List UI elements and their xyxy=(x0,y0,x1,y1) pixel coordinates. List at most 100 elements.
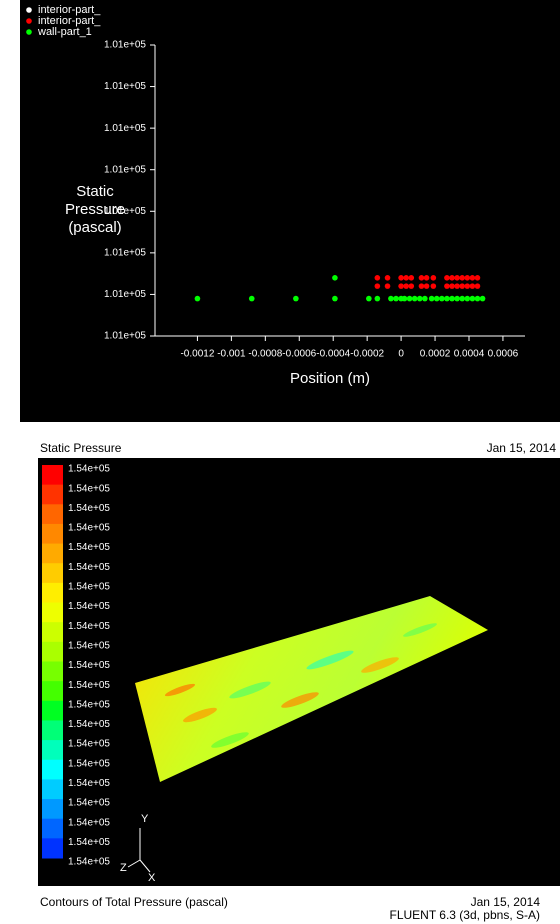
colorbar-swatch xyxy=(42,465,63,485)
point xyxy=(403,275,409,281)
panel-date: Jan 15, 2014 xyxy=(487,441,557,455)
point xyxy=(434,296,440,302)
y-label-line: Static xyxy=(76,183,114,200)
point xyxy=(408,275,414,281)
colorbar-swatch xyxy=(42,642,63,662)
point xyxy=(332,296,338,302)
point xyxy=(407,296,413,302)
point xyxy=(431,275,437,281)
y-tick-label: 1.01e+05 xyxy=(104,123,146,134)
point xyxy=(403,283,409,289)
colorbar-swatch xyxy=(42,504,63,524)
point xyxy=(444,296,450,302)
colorbar-label: 1.54e+05 xyxy=(68,758,110,769)
point xyxy=(412,296,418,302)
colorbar-label: 1.54e+05 xyxy=(68,523,110,534)
point xyxy=(375,275,381,281)
point xyxy=(375,296,381,302)
point xyxy=(366,296,372,302)
x-tick-label: 0.0002 xyxy=(420,349,451,360)
x-tick-label: -0.0006 xyxy=(282,349,316,360)
x-tick-label: 0.0004 xyxy=(454,349,485,360)
point xyxy=(419,275,425,281)
triad-label: Z xyxy=(120,862,127,874)
point xyxy=(459,296,465,302)
x-tick-label: -0.0008 xyxy=(248,349,282,360)
panel-header: Static Pressure xyxy=(40,441,122,455)
x-tick-label: -0.0002 xyxy=(350,349,384,360)
point xyxy=(431,283,437,289)
colorbar-swatch xyxy=(42,799,63,819)
triad-label: X xyxy=(148,872,156,884)
colorbar-swatch xyxy=(42,779,63,799)
colorbar-swatch xyxy=(42,681,63,701)
point xyxy=(464,275,470,281)
y-tick-label: 1.01e+05 xyxy=(104,81,146,92)
x-tick-label: -0.0004 xyxy=(316,349,350,360)
colorbar-label: 1.54e+05 xyxy=(68,719,110,730)
screenshot: 1.01e+05 1.01e+05 1.01e+05 1.01e+05 1.01e+05… xyxy=(0,0,560,924)
colorbar-label: 1.54e+05 xyxy=(68,739,110,750)
colorbar-label: 1.54e+05 xyxy=(68,503,110,514)
colorbar-swatch xyxy=(42,485,63,505)
triad-label: Y xyxy=(141,813,149,825)
x-tick-label: -0.0012 xyxy=(180,349,214,360)
colorbar-label: 1.54e+05 xyxy=(68,680,110,691)
colorbar-label: 1.54e+05 xyxy=(68,660,110,671)
colorbar-swatch xyxy=(42,701,63,721)
point xyxy=(475,275,481,281)
colorbar-label: 1.54e+05 xyxy=(68,640,110,651)
point xyxy=(408,283,414,289)
point xyxy=(398,275,404,281)
colorbar-label: 1.54e+05 xyxy=(68,582,110,593)
point xyxy=(375,283,381,289)
point xyxy=(454,275,460,281)
point xyxy=(475,296,481,302)
point xyxy=(293,296,299,302)
contour-title: Contours of Total Pressure (pascal) xyxy=(40,895,228,909)
point xyxy=(454,296,460,302)
legend-label: wall-part_1 xyxy=(37,26,92,38)
colorbar-swatch xyxy=(42,760,63,780)
point xyxy=(470,296,476,302)
point xyxy=(419,283,425,289)
y-tick-label: 1.01e+05 xyxy=(104,164,146,175)
point xyxy=(249,296,255,302)
colorbar-label: 1.54e+05 xyxy=(68,798,110,809)
point xyxy=(385,275,391,281)
point xyxy=(470,283,476,289)
colorbar-swatch xyxy=(42,838,63,858)
colorbar-label: 1.54e+05 xyxy=(68,817,110,828)
colorbar-label: 1.54e+05 xyxy=(68,857,110,868)
point xyxy=(388,296,394,302)
y-tick-label: 1.01e+05 xyxy=(104,289,146,300)
colorbar-swatch xyxy=(42,603,63,623)
y-label-line: Pressure xyxy=(65,201,125,218)
point xyxy=(393,296,399,302)
point xyxy=(424,283,430,289)
point xyxy=(459,275,465,281)
solver-info: FLUENT 6.3 (3d, pbns, S-A) xyxy=(389,908,540,922)
point xyxy=(470,275,476,281)
colorbar-swatch xyxy=(42,622,63,642)
colorbar-label: 1.54e+05 xyxy=(68,542,110,553)
colorbar-label: 1.54e+05 xyxy=(68,483,110,494)
colorbar-swatch xyxy=(42,819,63,839)
point xyxy=(402,296,408,302)
colorbar-label: 1.54e+05 xyxy=(68,562,110,573)
legend-marker xyxy=(26,18,32,24)
point xyxy=(444,283,450,289)
footer-date: Jan 15, 2014 xyxy=(471,895,541,909)
y-label-line: (pascal) xyxy=(68,219,121,236)
x-tick-label: 0.0006 xyxy=(488,349,519,360)
point xyxy=(385,283,391,289)
colorbar-swatch xyxy=(42,720,63,740)
colorbar-label: 1.54e+05 xyxy=(68,837,110,848)
point xyxy=(475,283,481,289)
y-tick-label: 1.01e+05 xyxy=(104,40,146,51)
colorbar-swatch xyxy=(42,740,63,760)
y-tick-label: 1.01e+05 xyxy=(104,331,146,342)
point xyxy=(444,275,450,281)
colorbar-label: 1.54e+05 xyxy=(68,601,110,612)
colorbar-swatch xyxy=(42,524,63,544)
